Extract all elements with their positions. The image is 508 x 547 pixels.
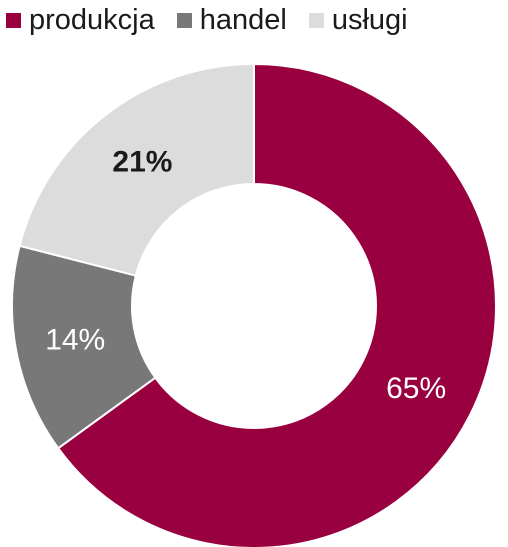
legend-item-produkcja: produkcja bbox=[6, 4, 155, 37]
legend-swatch-uslugi bbox=[308, 13, 324, 28]
legend-label-handel: handel bbox=[199, 4, 287, 36]
chart-legend: produkcja handel usługi bbox=[6, 4, 408, 37]
slice-0 bbox=[56, 62, 497, 547]
slice-label-2: 21% bbox=[112, 146, 172, 179]
legend-label-produkcja: produkcja bbox=[29, 4, 155, 36]
slice-2 bbox=[18, 62, 255, 277]
legend-swatch-handel bbox=[176, 13, 192, 28]
slice-label-1: 14% bbox=[45, 324, 105, 357]
legend-item-handel: handel bbox=[176, 4, 287, 37]
slice-1 bbox=[11, 244, 157, 450]
legend-swatch-produkcja bbox=[6, 13, 21, 28]
slice-label-0: 65% bbox=[386, 372, 446, 405]
legend-item-uslugi: usługi bbox=[308, 4, 408, 37]
legend-label-uslugi: usługi bbox=[331, 4, 408, 36]
